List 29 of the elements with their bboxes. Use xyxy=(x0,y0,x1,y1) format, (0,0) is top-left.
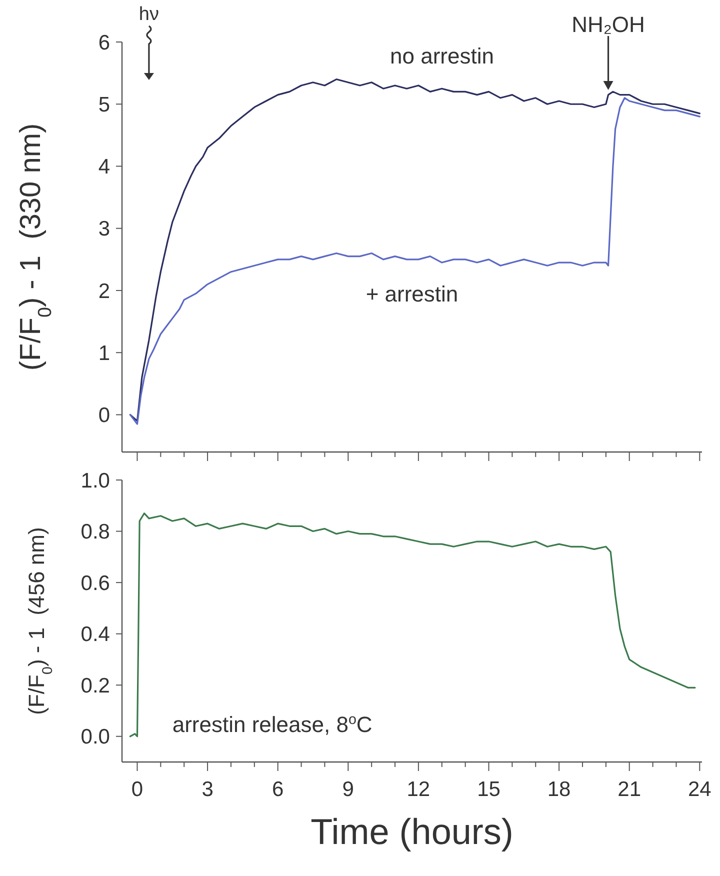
y-tick-label: 3 xyxy=(98,218,110,241)
series-label: no arrestin xyxy=(390,43,494,68)
y-tick-label: 0.6 xyxy=(80,572,110,595)
line-series xyxy=(129,512,696,738)
annotation: arrestin release, 8$^{o}$C xyxy=(172,712,372,737)
series-label: + arrestin xyxy=(366,281,458,306)
y-tick-label: 1 xyxy=(98,342,110,365)
y-tick-label: 6 xyxy=(98,31,110,54)
x-tick-label: 24 xyxy=(688,778,712,801)
y-tick-label: 0.4 xyxy=(80,623,110,646)
x-tick-label: 18 xyxy=(547,778,571,801)
y-tick-label: 4 xyxy=(98,156,110,179)
x-tick-label: 3 xyxy=(202,778,214,801)
y-tick-label: 5 xyxy=(98,93,110,116)
y-tick-label: 2 xyxy=(98,280,110,303)
y-tick-label: 0.0 xyxy=(80,726,110,749)
x-tick-label: 12 xyxy=(406,778,430,801)
x-tick-label: 15 xyxy=(477,778,500,801)
y-tick-label: 1.0 xyxy=(80,469,110,492)
x-tick-label: 6 xyxy=(272,778,284,801)
x-tick-label: 0 xyxy=(131,778,144,801)
y-tick-label: 0.2 xyxy=(80,674,110,698)
x-tick-label: 9 xyxy=(342,778,354,801)
y-tick-label: 0 xyxy=(98,404,110,428)
text: NH₂OH xyxy=(572,12,645,37)
x-axis-title: Time (hours) xyxy=(310,811,514,852)
x-tick-label: 21 xyxy=(618,778,642,801)
text: hν xyxy=(138,4,159,25)
y-tick-label: 0.8 xyxy=(80,520,110,544)
